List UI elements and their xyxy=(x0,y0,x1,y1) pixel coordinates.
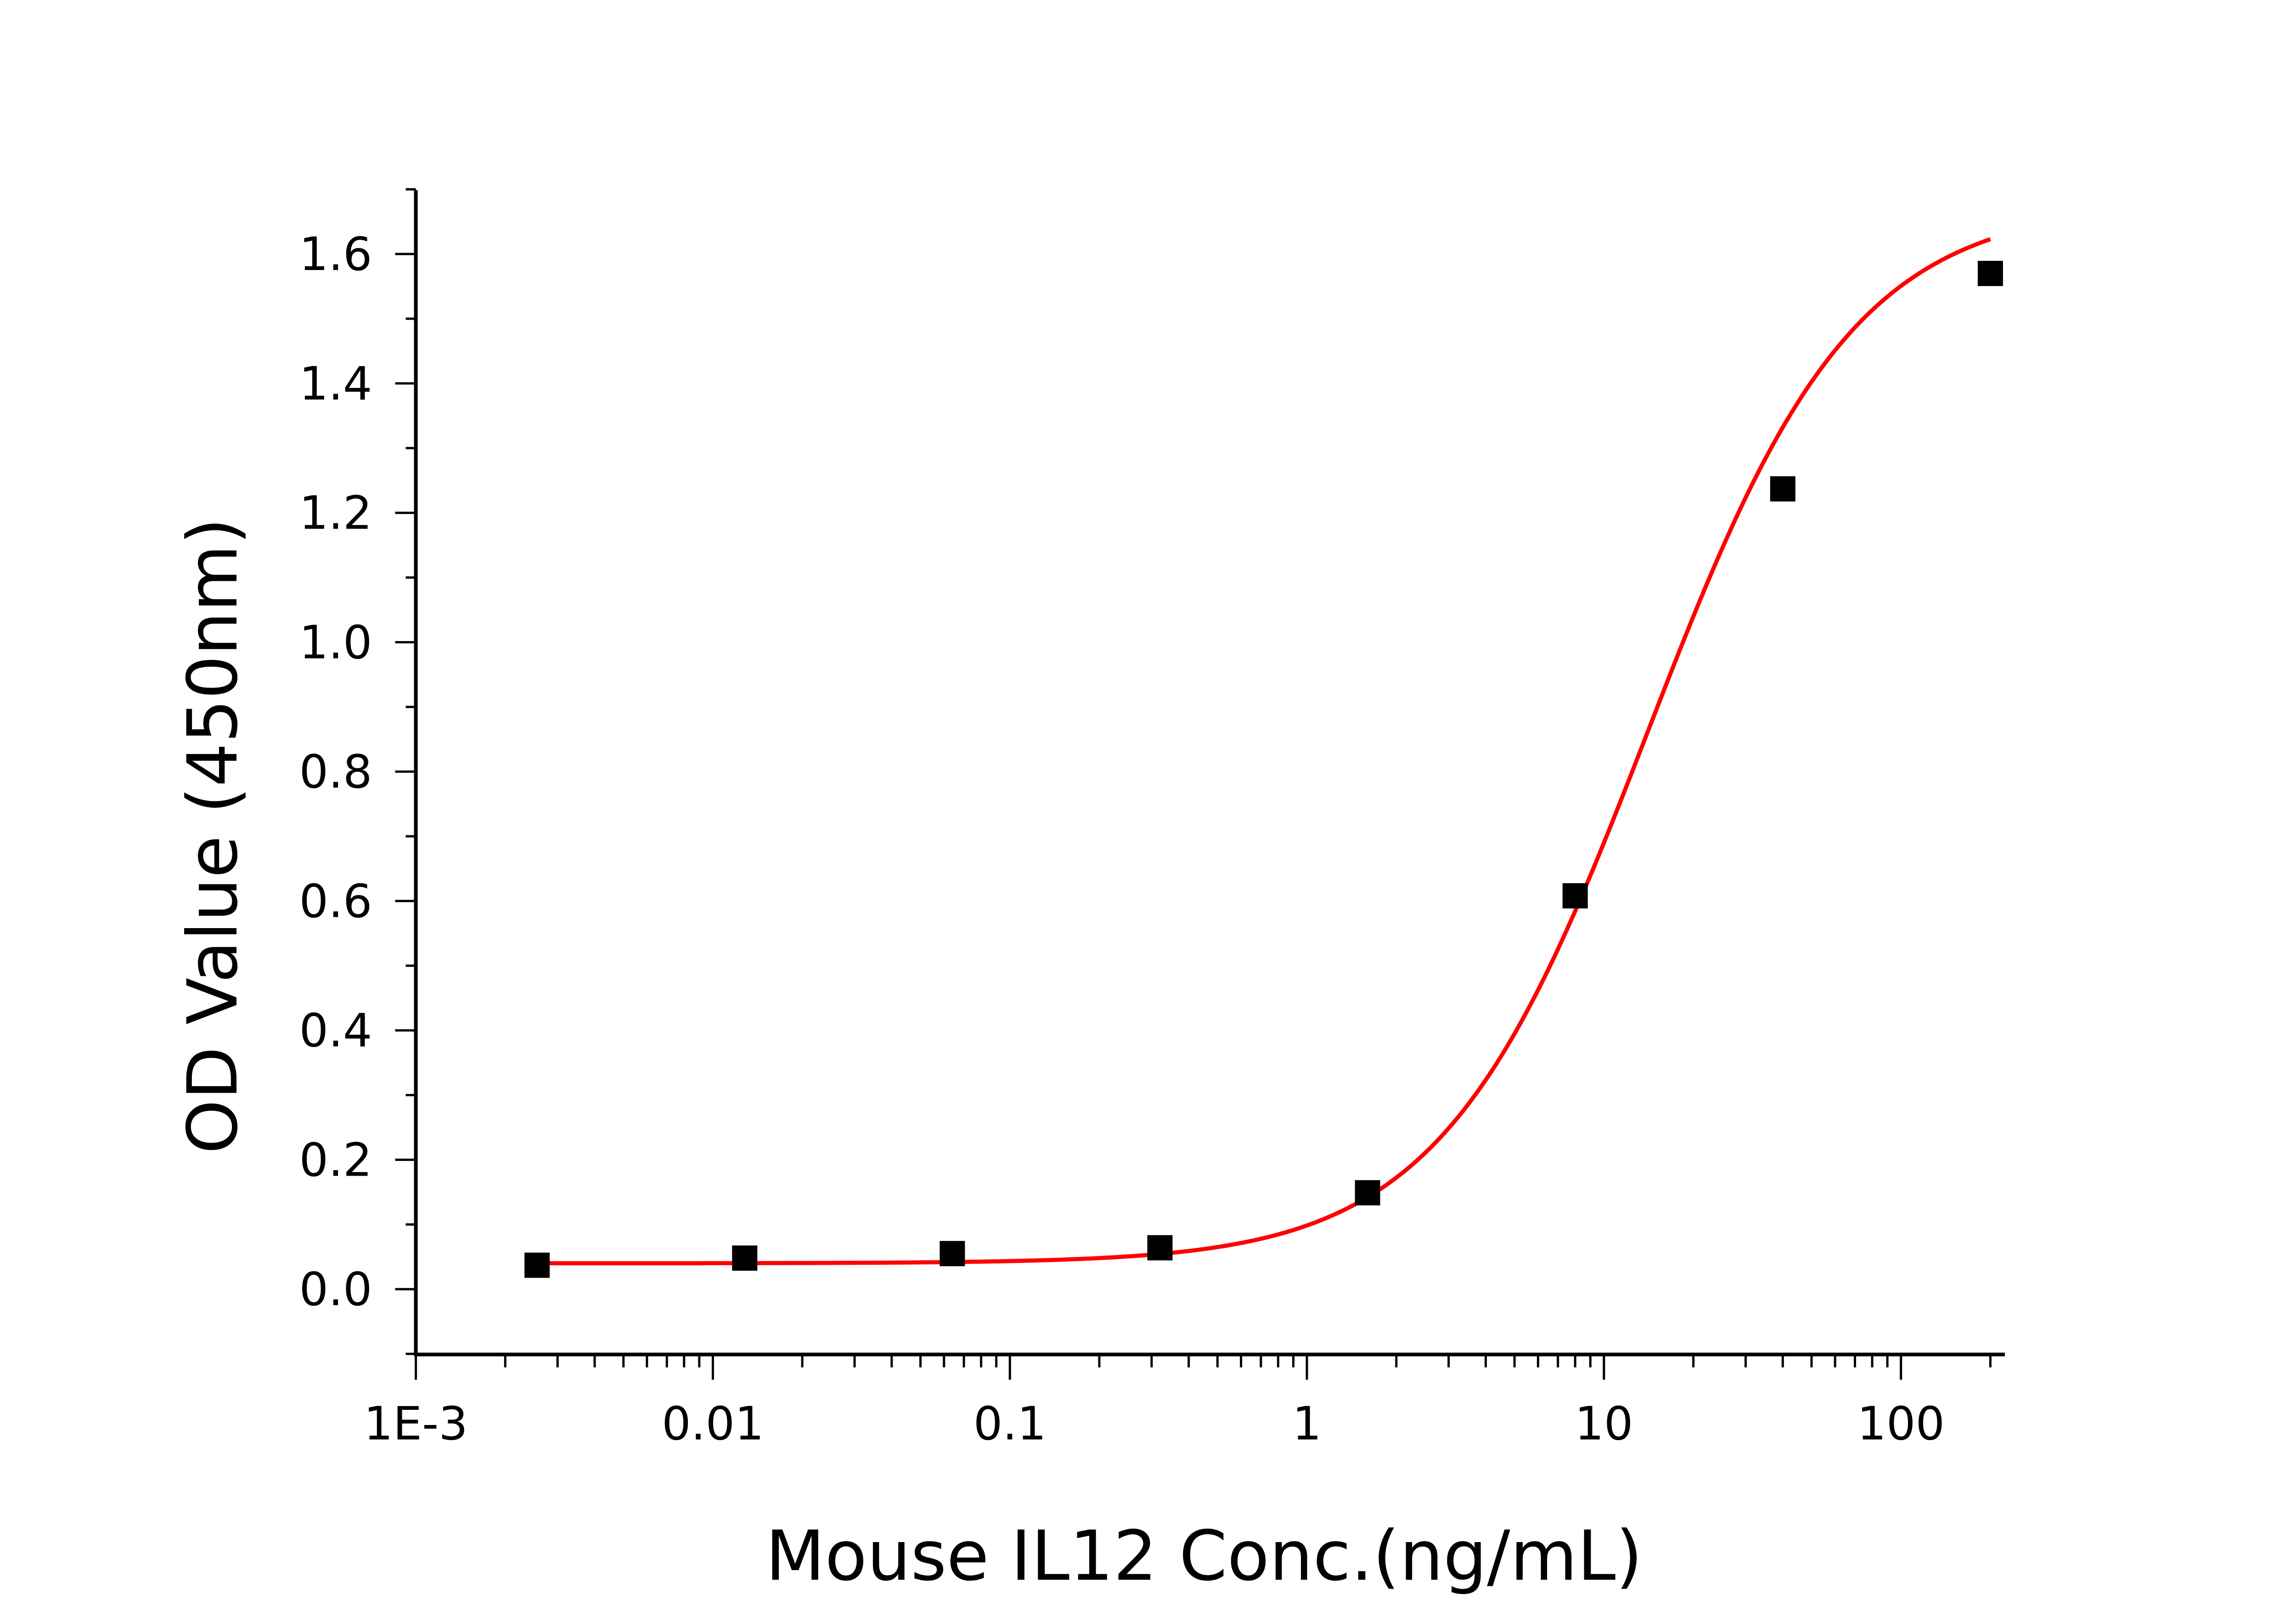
x-axis-title: Mouse IL12 Conc.(ng/mL) xyxy=(765,1516,1643,1596)
y-tick-label: 1.2 xyxy=(299,486,372,540)
axes xyxy=(414,190,2005,1357)
fit-curve xyxy=(537,237,1991,1266)
y-axis-title: OD Value (450nm) xyxy=(173,518,253,1154)
data-point-marker xyxy=(1562,883,1588,909)
x-tick-label: 0.1 xyxy=(974,1397,1047,1451)
data-point-marker xyxy=(940,1241,965,1267)
x-tick-label: 10 xyxy=(1575,1397,1633,1451)
data-point-marker xyxy=(1147,1235,1173,1261)
data-point-marker xyxy=(524,1252,550,1278)
data-point-marker xyxy=(1355,1180,1380,1205)
y-axis-ticks: 0.0 0.2 0.4 0.6 0.8 1.0 1.2 1.4 1.6 xyxy=(299,188,416,1355)
y-tick-label: 1.6 xyxy=(299,227,372,281)
x-tick-label: 100 xyxy=(1857,1397,1945,1451)
data-point-marker xyxy=(1977,260,2003,286)
data-point-marker xyxy=(1770,476,1795,502)
y-tick-label: 0.0 xyxy=(299,1262,372,1316)
data-point-marker xyxy=(732,1245,758,1271)
data-points xyxy=(524,260,2003,1278)
x-tick-label: 0.01 xyxy=(662,1397,764,1451)
y-tick-label: 0.6 xyxy=(299,874,372,928)
y-tick-label: 1.0 xyxy=(299,615,372,669)
y-tick-label: 0.4 xyxy=(299,1004,372,1058)
x-tick-label: 1E-3 xyxy=(364,1397,468,1451)
x-tick-label: 1 xyxy=(1292,1397,1322,1451)
x-axis-ticks: 1E-3 0.01 0.1 1 10 100 xyxy=(364,1354,1992,1451)
y-tick-label: 0.8 xyxy=(299,745,372,799)
y-tick-label: 0.2 xyxy=(299,1133,372,1187)
y-tick-label: 1.4 xyxy=(299,357,372,411)
